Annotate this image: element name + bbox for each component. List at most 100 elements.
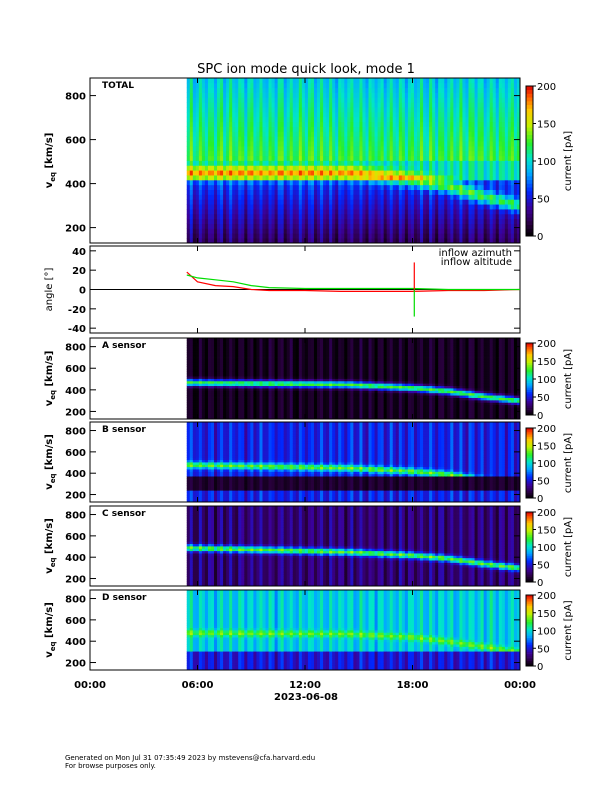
spectrogram-cell bbox=[259, 82, 263, 89]
spectrogram-cell bbox=[483, 126, 488, 132]
spectrogram-cell bbox=[453, 228, 457, 234]
spectrogram-cell bbox=[444, 136, 448, 142]
spectrogram-cell bbox=[186, 87, 191, 93]
spectrogram-cell bbox=[192, 409, 197, 413]
spectrogram-cell bbox=[201, 184, 206, 191]
spectrogram-cell bbox=[207, 150, 212, 157]
spectrogram-cell bbox=[238, 204, 242, 210]
spectrogram-cell bbox=[320, 87, 324, 93]
spectrogram-cell bbox=[241, 414, 245, 418]
spectrogram-cell bbox=[247, 194, 251, 200]
spectrogram-cell bbox=[253, 170, 257, 176]
spectrogram-cell bbox=[198, 107, 203, 113]
spectrogram-cell bbox=[195, 102, 200, 108]
spectrogram-cell bbox=[350, 150, 354, 157]
spectrogram-cell bbox=[217, 414, 221, 418]
spectrogram-cell bbox=[229, 342, 233, 346]
spectrogram-cell bbox=[362, 223, 366, 229]
spectrogram-cell bbox=[235, 199, 239, 205]
spectrogram-cell bbox=[417, 184, 421, 191]
spectrogram-cell bbox=[359, 116, 363, 123]
spectrogram-cell bbox=[217, 155, 221, 161]
spectrogram-cell bbox=[447, 111, 451, 118]
spectrogram-cell bbox=[320, 150, 324, 157]
spectrogram-cell bbox=[389, 82, 394, 89]
spectrogram-cell bbox=[486, 82, 491, 89]
spectrogram-cell bbox=[307, 204, 312, 210]
spectrogram-cell bbox=[353, 107, 357, 113]
spectrogram-cell bbox=[295, 116, 300, 123]
spectrogram-cell bbox=[265, 116, 269, 123]
spectrogram-cell bbox=[262, 97, 266, 103]
spectrogram-cell bbox=[441, 213, 445, 220]
spectrogram-cell bbox=[353, 233, 357, 239]
spectrogram-cell bbox=[204, 376, 209, 379]
spectrogram-cell bbox=[453, 116, 457, 123]
spectrogram-cell bbox=[286, 184, 291, 191]
spectrogram-cell bbox=[359, 155, 363, 161]
spectrogram-cell bbox=[377, 184, 382, 191]
spectrogram-cell bbox=[280, 385, 285, 389]
spectrogram-cell bbox=[277, 354, 282, 358]
spectrogram-cell bbox=[229, 349, 233, 353]
spectrogram-cell bbox=[362, 228, 366, 234]
spectrogram-cell bbox=[404, 78, 409, 84]
spectrogram-cell bbox=[483, 233, 488, 239]
spectrogram-cell bbox=[477, 155, 482, 161]
spectrogram-cell bbox=[226, 409, 230, 413]
spectrogram-cell bbox=[510, 97, 515, 103]
spectrogram-cell bbox=[447, 184, 451, 191]
colorbar-segment bbox=[526, 187, 533, 192]
spectrogram-cell bbox=[377, 141, 382, 147]
spectrogram-cell bbox=[304, 121, 309, 127]
spectrogram-cell bbox=[226, 102, 230, 108]
spectrogram-cell bbox=[238, 359, 242, 363]
spectrogram-cell bbox=[250, 402, 254, 406]
spectrogram-cell bbox=[410, 107, 415, 113]
spectrogram-cell bbox=[204, 141, 209, 147]
spectrogram-cell bbox=[344, 233, 348, 239]
spectrogram-cell bbox=[407, 160, 412, 166]
spectrogram-cell bbox=[426, 160, 430, 166]
spectrogram-cell bbox=[256, 175, 260, 181]
spectrogram-cell bbox=[256, 371, 260, 375]
colorbar-segment bbox=[526, 176, 533, 181]
spectrogram-cell bbox=[298, 116, 303, 123]
spectrogram-cell bbox=[323, 155, 327, 161]
spectrogram-cell bbox=[253, 223, 257, 229]
spectrogram-cell bbox=[195, 364, 200, 367]
spectrogram-cell bbox=[462, 209, 466, 215]
spectrogram-cell bbox=[235, 102, 239, 108]
spectrogram-cell bbox=[474, 194, 478, 200]
spectrogram-cell bbox=[380, 107, 385, 113]
spectrogram-cell bbox=[204, 189, 209, 195]
spectrogram-cell bbox=[247, 97, 251, 103]
spectrogram-cell bbox=[204, 383, 209, 387]
spectrogram-cell bbox=[265, 107, 269, 113]
spectrogram-cell bbox=[207, 378, 212, 382]
spectrogram-cell bbox=[253, 409, 257, 413]
spectrogram-cell bbox=[235, 160, 239, 166]
spectrogram-cell bbox=[277, 378, 282, 382]
spectrogram-cell bbox=[413, 179, 418, 186]
spectrogram-cell bbox=[229, 345, 233, 348]
spectrogram-cell bbox=[304, 238, 309, 244]
spectrogram-cell bbox=[238, 402, 242, 406]
spectrogram-cell bbox=[301, 238, 306, 244]
spectrogram-cell bbox=[347, 131, 351, 137]
spectrogram-cell bbox=[286, 414, 291, 418]
spectrogram-cell bbox=[329, 82, 333, 89]
spectrogram-cell bbox=[395, 179, 400, 186]
spectrogram-cell bbox=[453, 233, 457, 239]
spectrogram-cell bbox=[483, 170, 488, 176]
spectrogram-cell bbox=[189, 209, 194, 215]
spectrogram-cell bbox=[271, 131, 276, 137]
spectrogram-cell bbox=[198, 399, 203, 403]
spectrogram-cell bbox=[186, 141, 191, 147]
spectrogram-cell bbox=[217, 121, 221, 127]
spectrogram-cell bbox=[229, 409, 233, 413]
spectrogram-cell bbox=[495, 209, 500, 215]
spectrogram-cell bbox=[204, 392, 209, 396]
spectrogram-cell bbox=[474, 92, 478, 98]
spectrogram-cell bbox=[268, 165, 272, 171]
